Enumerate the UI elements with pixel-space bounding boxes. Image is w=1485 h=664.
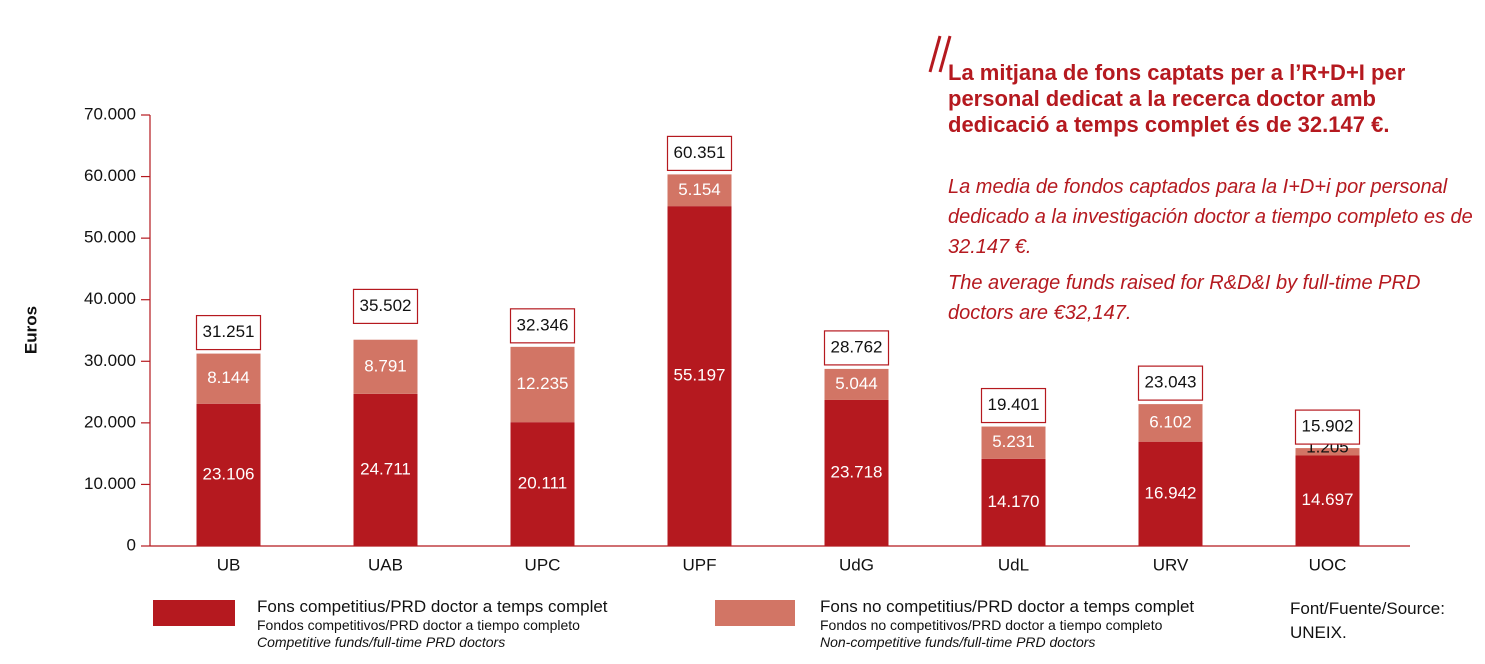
legend-label-en: Non-competitive funds/full-time PRD doct… [820, 634, 1096, 650]
bar-segment [1138, 404, 1203, 442]
value-label: 16.942 [1145, 483, 1197, 502]
legend-label-en: Competitive funds/full-time PRD doctors [257, 634, 506, 650]
value-label: 55.197 [674, 366, 726, 385]
bar-segment [667, 206, 732, 547]
value-label: 8.791 [364, 356, 407, 375]
annotation-es: La media de fondos captados para la I+D+… [948, 176, 1473, 258]
legend-label-es: Fondos competitivos/PRD doctor a tiempo … [257, 617, 580, 633]
legend-label: Fons no competitius/PRD doctor a temps c… [820, 597, 1195, 616]
bar-segment [1295, 448, 1360, 456]
x-tick-label: URV [1153, 555, 1189, 574]
value-label: 5.231 [992, 432, 1035, 451]
bar-segment [353, 339, 418, 394]
value-label: 5.044 [835, 374, 878, 393]
x-tick-label: UOC [1309, 555, 1347, 574]
total-label: 19.401 [988, 395, 1040, 414]
value-label: 8.144 [207, 368, 250, 387]
total-label: 60.351 [674, 143, 726, 162]
source-label: Font/Fuente/Source: [1290, 599, 1445, 618]
total-box [1294, 409, 1361, 445]
y-tick-label: 20.000 [84, 412, 136, 431]
legend-label: Fons competitius/PRD doctor a temps comp… [257, 597, 608, 616]
decor [928, 35, 942, 73]
total-box [666, 135, 733, 172]
y-tick-label: 30.000 [84, 351, 136, 370]
source-value: UNEIX. [1290, 623, 1347, 642]
source: Font/Fuente/Source: UNEIX. [1290, 597, 1445, 645]
x-tick-label: UPC [525, 555, 561, 574]
legend-swatch [153, 600, 235, 626]
value-label: 20.111 [518, 474, 567, 493]
bar-segment [824, 399, 889, 546]
bar-segment [981, 458, 1046, 546]
value-label: 24.711 [360, 459, 411, 478]
value-label: 23.718 [831, 462, 883, 481]
decor [938, 35, 952, 73]
y-tick-label: 70.000 [84, 104, 136, 123]
y-tick-label: 40.000 [84, 289, 136, 308]
bar-segment [353, 393, 418, 546]
y-tick-label: 50.000 [84, 228, 136, 247]
bar-segment [1138, 441, 1203, 546]
bar-segment [667, 174, 732, 207]
bar-segment [824, 368, 889, 400]
total-box [352, 288, 419, 325]
total-label: 28.762 [831, 337, 883, 356]
bar-segment [196, 353, 261, 404]
value-label: 14.170 [988, 492, 1040, 511]
bar-segment [510, 422, 575, 546]
bar-segment [1295, 455, 1360, 546]
legend-swatch [715, 600, 795, 626]
x-tick-label: UdG [839, 555, 874, 574]
total-label: 15.902 [1302, 417, 1354, 436]
value-label: 12.235 [517, 374, 569, 393]
bar-segment [196, 403, 261, 546]
total-box [195, 314, 262, 351]
y-tick-label: 0 [127, 535, 136, 554]
annotation-title: La mitjana de fons captats per a l’R+D+I… [948, 60, 1406, 137]
value-label: 14.697 [1302, 490, 1354, 509]
total-box [980, 387, 1047, 424]
y-tick-label: 60.000 [84, 166, 136, 185]
x-tick-label: UdL [998, 555, 1029, 574]
value-label: 5.154 [678, 180, 721, 199]
total-box [1137, 365, 1204, 401]
x-tick-label: UAB [368, 555, 403, 574]
total-box [509, 308, 576, 344]
total-label: 23.043 [1145, 373, 1197, 392]
x-tick-label: UPF [683, 555, 717, 574]
total-label: 31.251 [203, 322, 255, 341]
bar-segment [510, 346, 575, 423]
y-axis-label: Euros [21, 306, 40, 354]
total-label: 35.502 [360, 296, 412, 315]
value-label: 23.106 [203, 464, 255, 483]
annotation-en: The average funds raised for R&D&I by fu… [948, 272, 1421, 324]
total-box [823, 330, 890, 366]
y-tick-label: 10.000 [84, 474, 136, 493]
value-label: 6.102 [1149, 412, 1192, 431]
legend-label-es: Fondos no competitivos/PRD doctor a tiem… [820, 617, 1163, 633]
bar-segment [981, 426, 1046, 459]
total-label: 32.346 [517, 315, 569, 334]
x-tick-label: UB [217, 555, 241, 574]
